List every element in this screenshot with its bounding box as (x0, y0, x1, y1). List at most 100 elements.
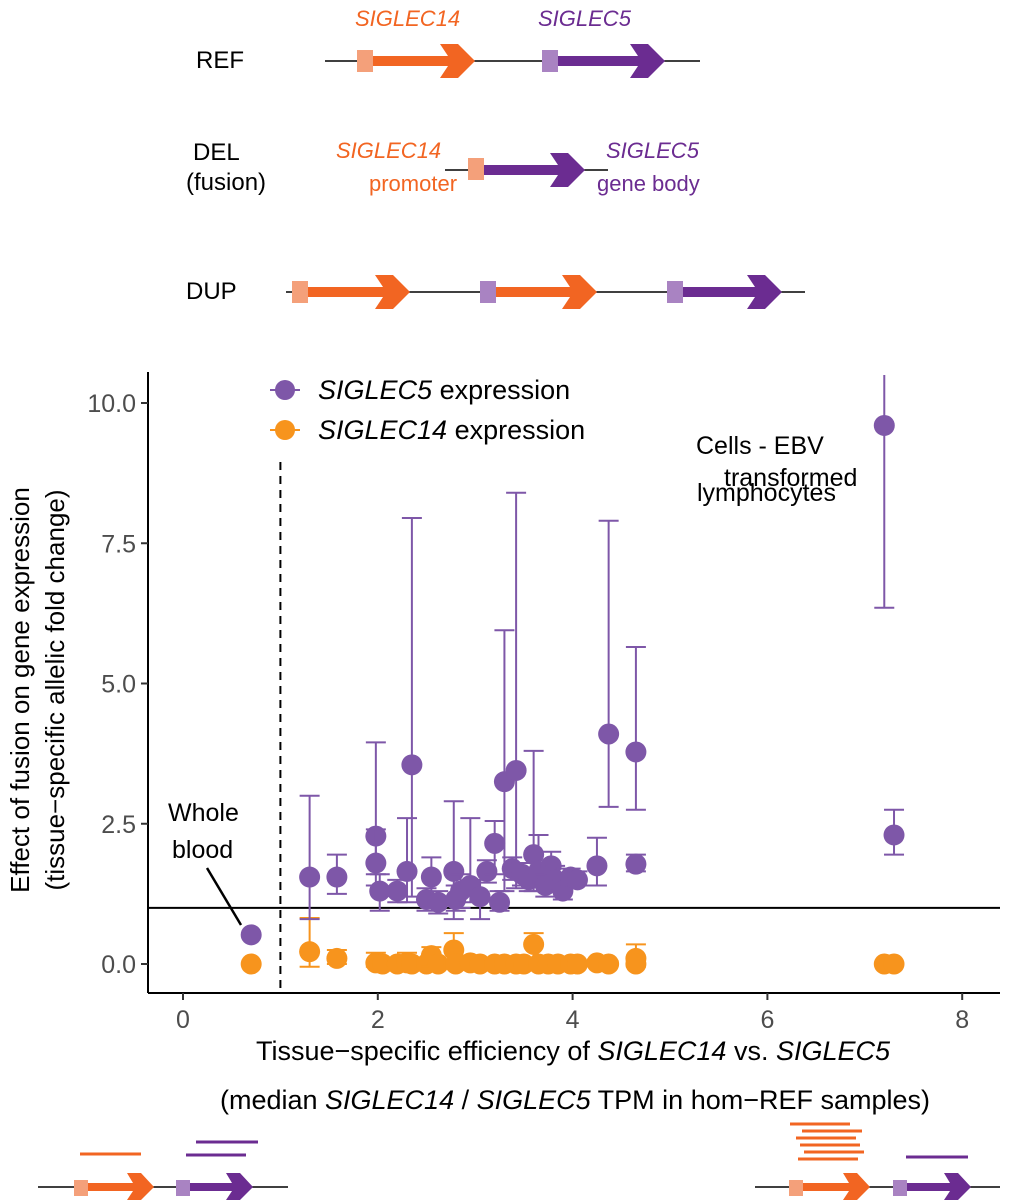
bottom-left-schematic (38, 1140, 288, 1200)
siglec14-point (401, 953, 423, 975)
whole-blood-annotation-line1: Whole (168, 799, 239, 827)
siglec14-point (598, 953, 620, 975)
x-tick-label: 8 (955, 1006, 969, 1034)
ref-siglec14-promoter (357, 50, 373, 72)
ref-siglec14-arrow (373, 44, 475, 78)
scatter-plot: 0.0 2.5 5.0 7.5 10.0 0 2 4 6 8 SIGLEC5 expressio… (5, 372, 1000, 1115)
siglec14-point (566, 953, 588, 975)
del-promoter-label: promoter (369, 171, 457, 196)
y-axis-title: Effect of fusion on gene expression (5, 487, 35, 893)
siglec14-point (469, 953, 491, 975)
x-tick-label: 6 (760, 1006, 774, 1034)
ref-siglec14-label: SIGLEC14 (355, 6, 460, 31)
br-siglec5-arrow (907, 1173, 971, 1200)
x-tick-label: 4 (566, 1006, 580, 1034)
siglec5-point (489, 891, 511, 913)
y-tick-label: 2.5 (101, 811, 136, 839)
siglec5-point (586, 855, 608, 877)
bottom-right-schematic (755, 1122, 1000, 1200)
legend-siglec5-marker (275, 380, 295, 400)
legend: SIGLEC5 expression SIGLEC14 expression (270, 375, 585, 445)
del-siglec14-promoter (468, 158, 484, 180)
dup-label: DUP (186, 278, 237, 305)
schematic: REF SIGLEC14 SIGLEC5 DEL (fusion) SIGLEC… (186, 6, 805, 309)
ref-siglec5-label: SIGLEC5 (538, 6, 632, 31)
dup-siglec5-promoter (667, 281, 683, 303)
del-siglec5-label: SIGLEC5 (606, 138, 700, 163)
siglec5-point (625, 853, 647, 875)
x-axis-title: Tissue−specific efficiency of SIGLEC14 v… (256, 1036, 891, 1066)
ref-siglec5-arrow (558, 44, 665, 78)
del-siglec14-label: SIGLEC14 (336, 138, 441, 163)
x-axis-ticks: 0 2 4 6 8 (176, 993, 969, 1034)
legend-siglec14-label: SIGLEC14 expression (318, 415, 585, 445)
siglec5-point (476, 860, 498, 882)
siglec14-point (326, 947, 348, 969)
y-axis-subtitle: (tissue−specific allelic fold change) (40, 489, 70, 890)
siglec5-series (240, 374, 905, 946)
siglec14-point (240, 953, 262, 975)
siglec5-point (240, 924, 262, 946)
ebv-annotation-line3: lymphocytes (697, 479, 836, 507)
legend-siglec14-marker (275, 420, 295, 440)
siglec5-point (326, 866, 348, 888)
siglec5-point (369, 880, 391, 902)
y-tick-label: 5.0 (101, 671, 136, 699)
legend-siglec5-label: SIGLEC5 expression (318, 375, 570, 405)
siglec5-point (365, 852, 387, 874)
x-tick-label: 0 (176, 1006, 190, 1034)
dup-siglec5-arrow (683, 275, 782, 309)
del-siglec5-arrow (484, 153, 585, 187)
ref-label: REF (196, 47, 244, 74)
y-tick-label: 0.0 (101, 951, 136, 979)
siglec5-point (386, 880, 408, 902)
bl-siglec5-arrow (190, 1173, 253, 1200)
ref-siglec5-promoter (542, 50, 558, 72)
dup-siglec14-promoter-1 (292, 281, 308, 303)
siglec14-point (372, 953, 394, 975)
siglec5-point (625, 741, 647, 763)
siglec14-point (299, 941, 321, 963)
siglec14-point (883, 953, 905, 975)
siglec5-point (873, 414, 895, 436)
x-axis-subtitle: (median SIGLEC14 / SIGLEC5 TPM in hom−RE… (220, 1085, 930, 1115)
siglec5-point (420, 866, 442, 888)
ebv-annotation-line1: Cells - EBV (696, 432, 824, 460)
br-siglec14-arrow (803, 1173, 870, 1200)
siglec5-point (505, 759, 527, 781)
del-gene-body-label: gene body (597, 171, 700, 196)
siglec5-point (883, 824, 905, 846)
siglec5-point (566, 869, 588, 891)
x-tick-label: 2 (371, 1006, 385, 1034)
y-tick-label: 7.5 (101, 530, 136, 558)
bl-siglec14-promoter (74, 1180, 88, 1196)
whole-blood-annotation-line2: blood (172, 836, 233, 864)
y-tick-label: 10.0 (87, 390, 136, 418)
bl-siglec14-arrow (88, 1173, 154, 1200)
siglec5-point (484, 832, 506, 854)
bl-siglec5-promoter (176, 1180, 190, 1196)
siglec5-point (469, 886, 491, 908)
br-siglec14-promoter (789, 1180, 803, 1196)
dup-siglec14-arrow-1 (308, 275, 410, 309)
ebv-annotation-line2: transformed (724, 464, 857, 492)
dup-promoter-2 (480, 281, 496, 303)
whole-blood-pointer (205, 867, 243, 926)
siglec14-point (427, 953, 449, 975)
siglec14-point (523, 933, 545, 955)
br-siglec5-promoter (893, 1180, 907, 1196)
siglec5-point (396, 860, 418, 882)
siglec5-point (427, 891, 449, 913)
siglec5-point (299, 866, 321, 888)
dup-siglec14-arrow-2 (496, 275, 597, 309)
y-axis-ticks: 0.0 2.5 5.0 7.5 10.0 (87, 390, 148, 979)
reference-lines (148, 462, 1000, 993)
del-fusion-label: (fusion) (186, 169, 266, 196)
siglec14-point (625, 953, 647, 975)
siglec5-point (598, 723, 620, 745)
siglec5-point (401, 754, 423, 776)
siglec5-point (443, 860, 465, 882)
siglec14-series (240, 916, 905, 975)
del-label: DEL (193, 139, 240, 166)
